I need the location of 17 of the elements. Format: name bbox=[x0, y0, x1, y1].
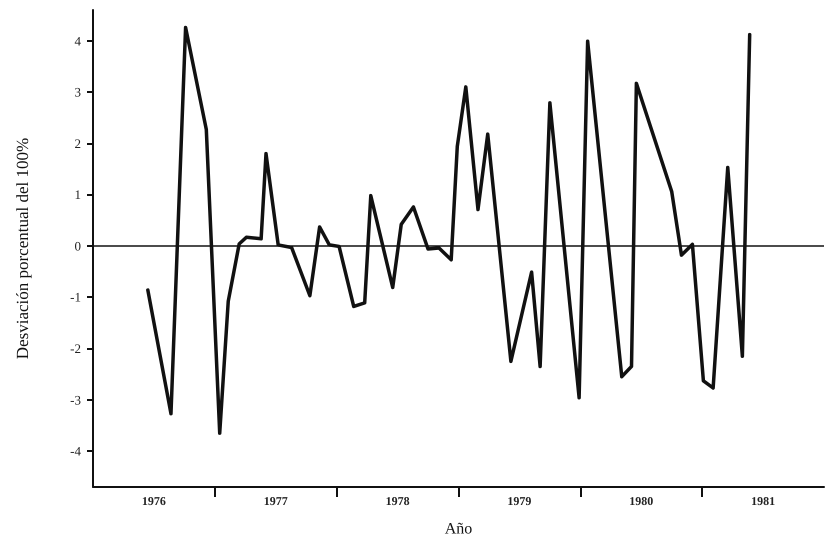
y-tick-label: 2 bbox=[74, 136, 81, 151]
x-tick-label: 1979 bbox=[507, 494, 532, 508]
x-tick-label: 1981 bbox=[751, 494, 776, 508]
y-axis-title: Desviación porcentual del 100% bbox=[13, 138, 32, 360]
x-tick-label: 1977 bbox=[264, 494, 288, 508]
x-tick-label: 1976 bbox=[142, 494, 166, 508]
x-axis-title: Año bbox=[444, 520, 472, 538]
y-tick-label: 3 bbox=[74, 84, 81, 100]
y-tick-label: -2 bbox=[70, 341, 81, 356]
y-tick-label: -1 bbox=[70, 290, 81, 305]
y-tick-label: 1 bbox=[74, 187, 81, 202]
x-tick-label: 1980 bbox=[629, 494, 654, 508]
y-tick-label: 4 bbox=[74, 33, 82, 48]
x-tick-label: 1978 bbox=[386, 494, 410, 508]
y-tick-label: -3 bbox=[70, 392, 81, 408]
y-tick-label: 0 bbox=[74, 238, 81, 254]
y-tick-label: -4 bbox=[70, 444, 82, 459]
